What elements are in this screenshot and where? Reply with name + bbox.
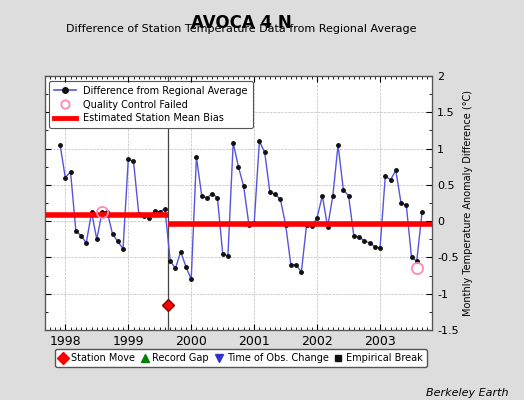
Legend: Difference from Regional Average, Quality Control Failed, Estimated Station Mean: Difference from Regional Average, Qualit… bbox=[49, 81, 253, 128]
Text: AVOCA 4 N: AVOCA 4 N bbox=[191, 14, 291, 32]
Legend: Station Move, Record Gap, Time of Obs. Change, Empirical Break: Station Move, Record Gap, Time of Obs. C… bbox=[56, 349, 427, 367]
Text: Difference of Station Temperature Data from Regional Average: Difference of Station Temperature Data f… bbox=[66, 24, 416, 34]
Text: Berkeley Earth: Berkeley Earth bbox=[426, 388, 508, 398]
Y-axis label: Monthly Temperature Anomaly Difference (°C): Monthly Temperature Anomaly Difference (… bbox=[463, 90, 473, 316]
